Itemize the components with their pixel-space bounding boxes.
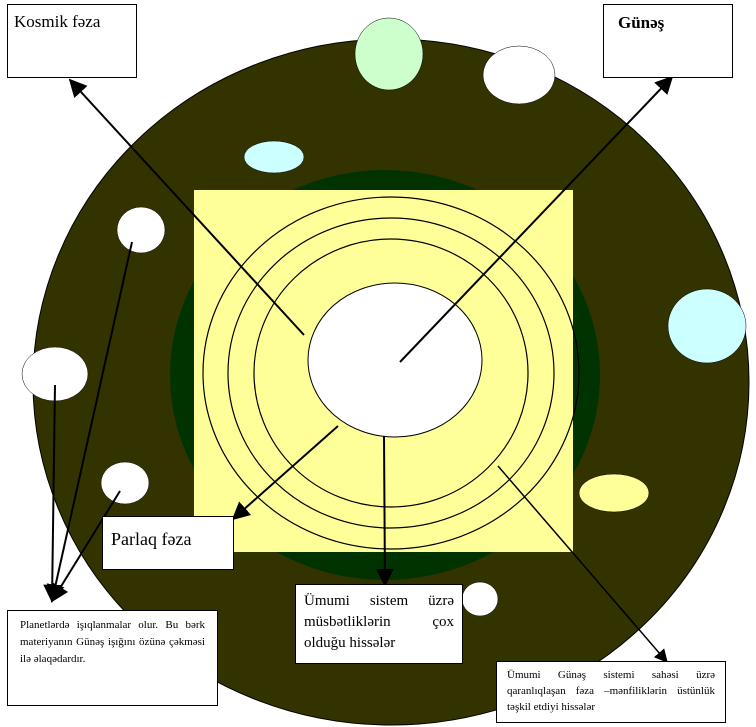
orbit-ring-middle <box>227 217 555 529</box>
arrow-qaranliq-faza <box>497 465 668 664</box>
label-planetler: Planetlərdə işıqlanmalar olur. Bu bərk m… <box>7 610 218 706</box>
arrow-planet-lower <box>51 490 121 603</box>
arrow-umumi-sistem <box>375 435 394 587</box>
arrow-gunes <box>399 75 674 363</box>
sun-center <box>307 282 483 438</box>
planet-yellow-right <box>578 473 650 513</box>
orbit-ring-outer <box>202 196 580 550</box>
label-umumi-sistem: Ümumi sistem üzrə müsbətliklərin çox old… <box>295 584 463 664</box>
planet-white-left-lower <box>100 461 150 505</box>
arrow-parlaq-faza <box>231 425 339 521</box>
arrow-kosmik-faza <box>68 78 305 336</box>
arrow-planet-big <box>43 384 62 603</box>
label-kosmik-faza: Kosmik fəza <box>7 4 137 78</box>
label-qaranliq-faza: Ümumi Günəş sistemi sahəsi üzrə qaranlıq… <box>496 661 726 723</box>
orbit-ring-inner <box>253 238 529 508</box>
planet-light-cyan-right <box>667 288 747 364</box>
label-parlaq-faza: Parlaq fəza <box>102 516 234 570</box>
label-gunes: Günəş <box>603 4 733 78</box>
arrow-planet-upper <box>46 241 133 603</box>
planet-white-left-upper <box>116 206 166 254</box>
planet-light-green <box>354 17 424 91</box>
planet-light-cyan-small <box>243 140 305 174</box>
planet-white-bottom <box>461 581 499 617</box>
planet-white-top <box>482 45 556 105</box>
